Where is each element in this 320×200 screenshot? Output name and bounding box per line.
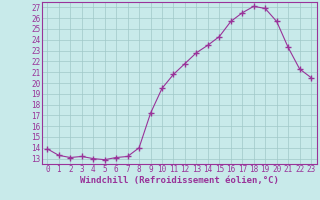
X-axis label: Windchill (Refroidissement éolien,°C): Windchill (Refroidissement éolien,°C) bbox=[80, 176, 279, 185]
